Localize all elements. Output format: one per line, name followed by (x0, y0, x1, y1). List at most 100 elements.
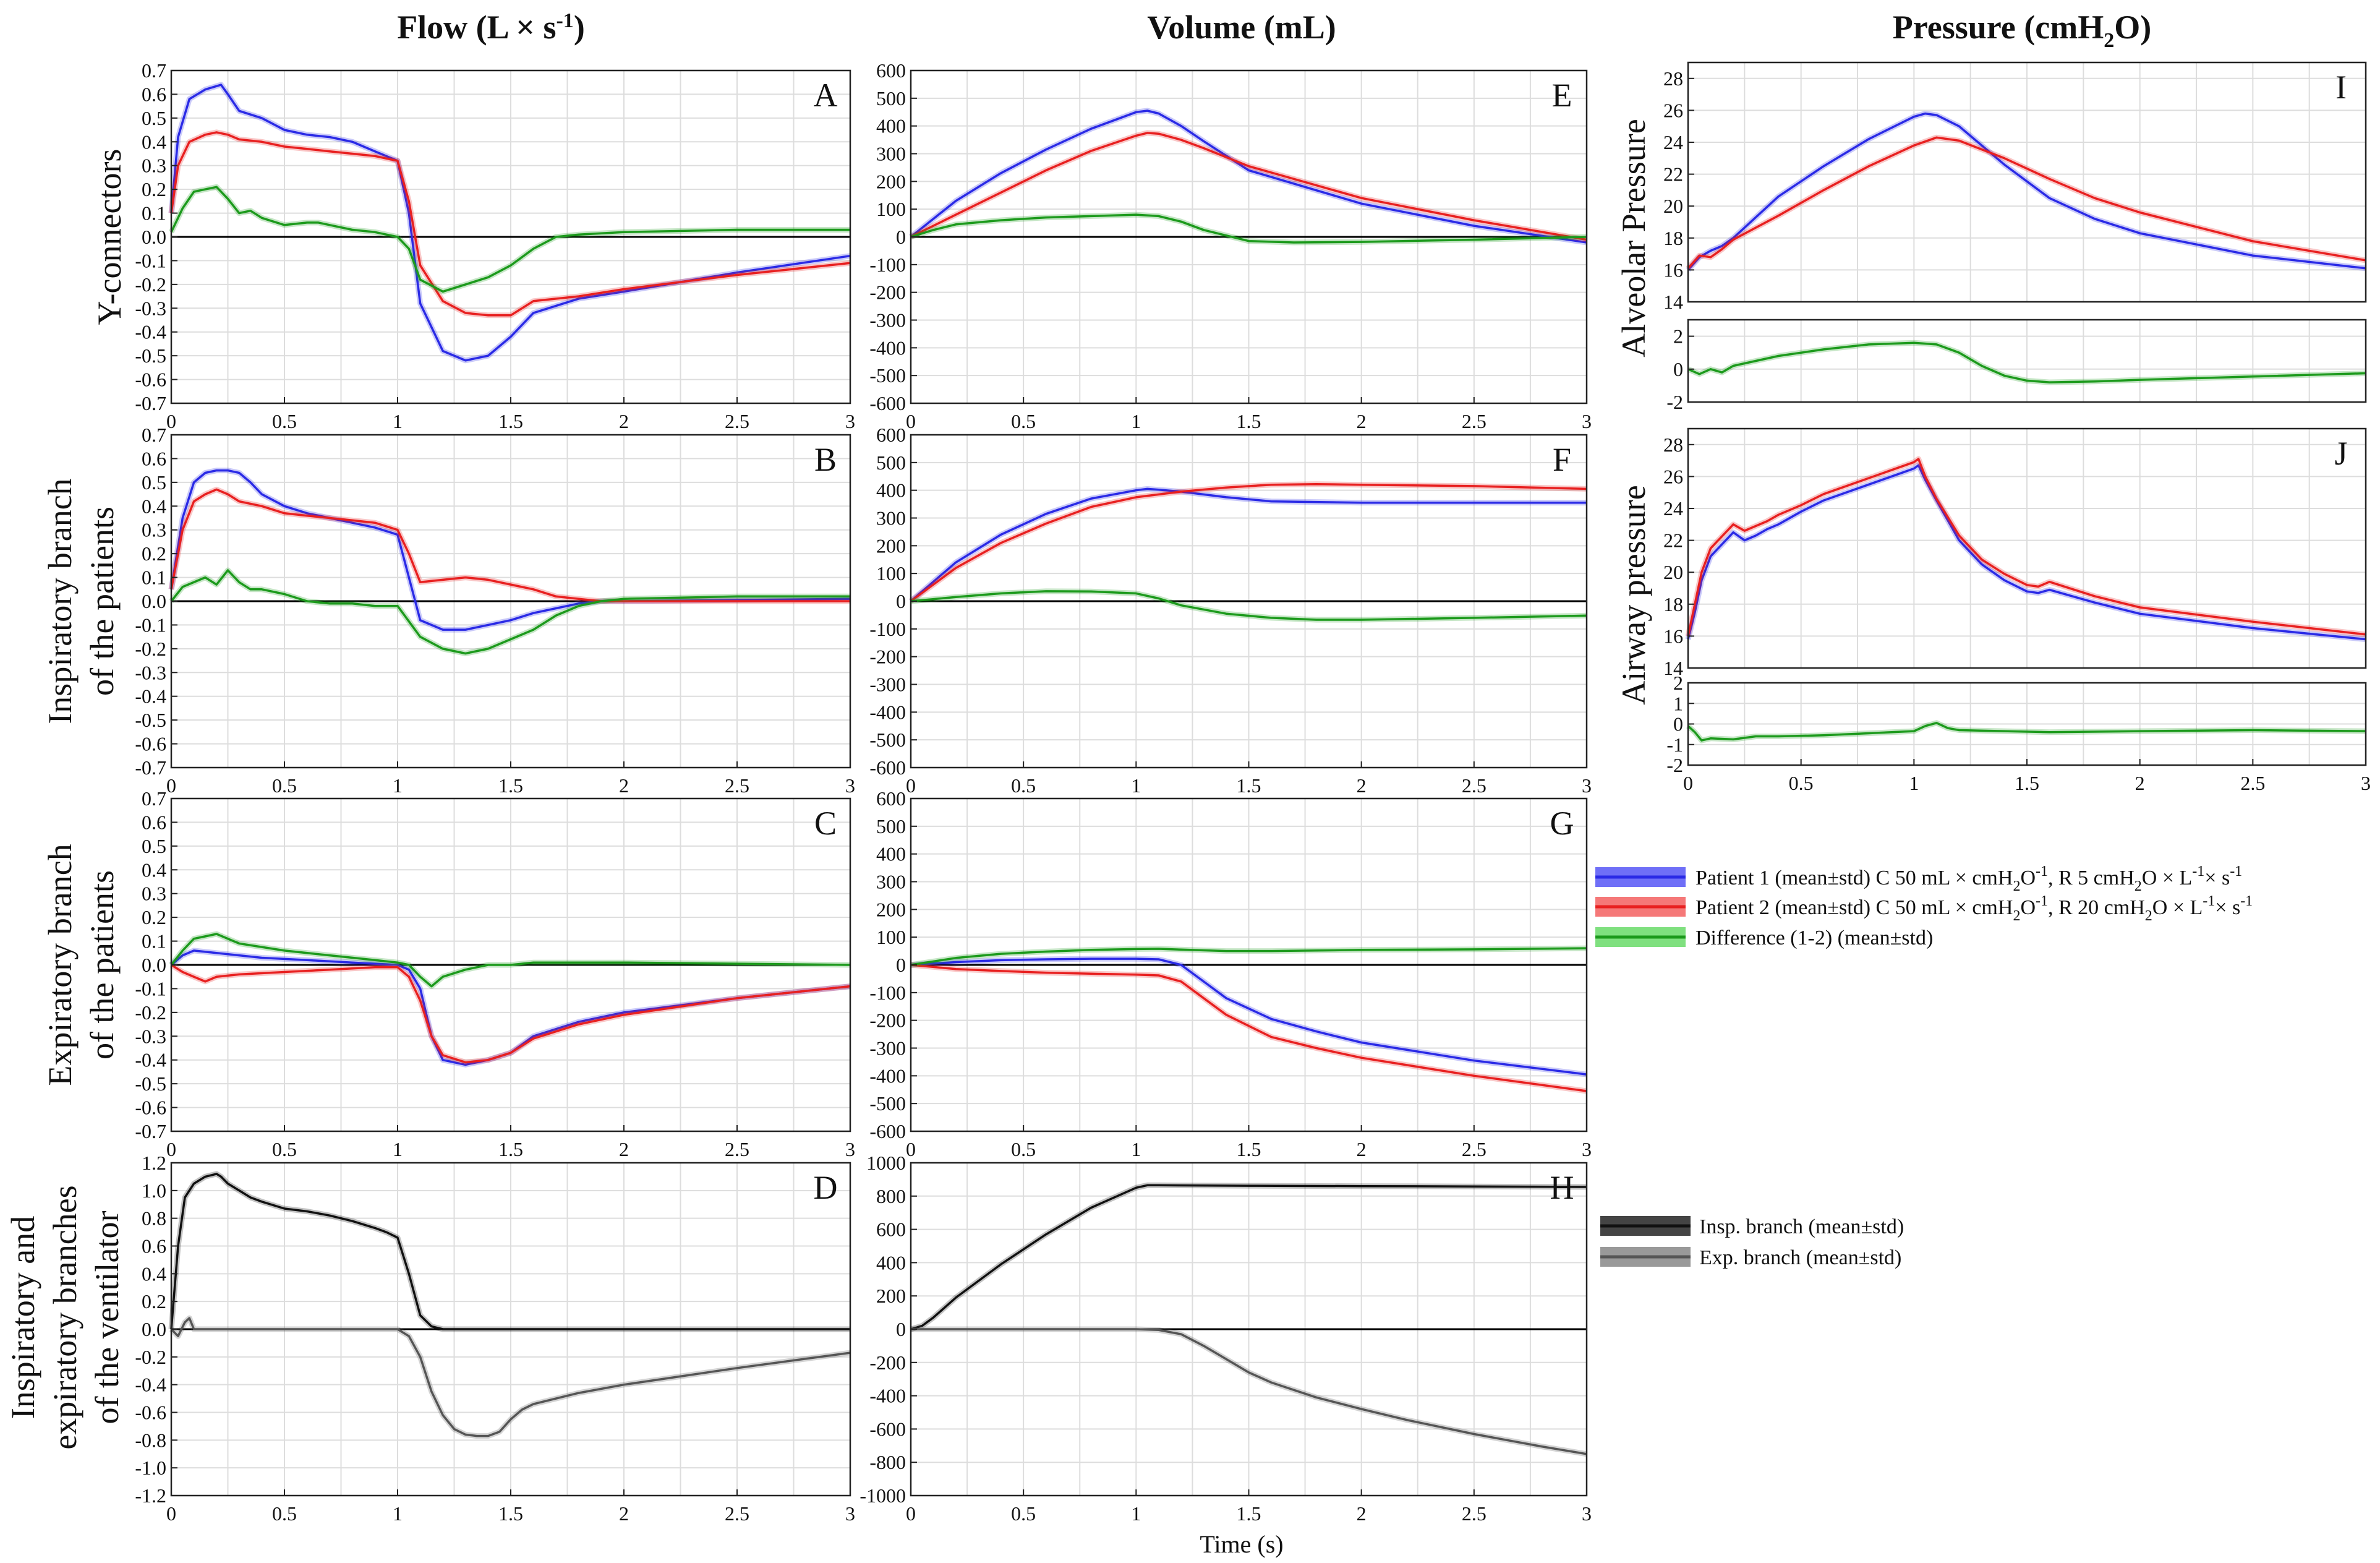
series-line-diff (170, 186, 850, 293)
y-tick-label: 300 (876, 871, 906, 893)
panel-j: 14 16 18 20 22 24 26 28 J (1663, 427, 2367, 679)
x-tick-label: 1.5 (2015, 772, 2039, 794)
y-tick-label: -0.7 (135, 756, 166, 779)
y-tick-label: 200 (876, 534, 906, 557)
y-tick-label: -100 (869, 254, 906, 276)
pressure-column-title: Pressure (cmH2O) (1893, 9, 2151, 52)
panel-f: -600 -500 -400 -300 -200 -100 0 100 200 300 400 500… (869, 424, 1592, 797)
y-tick-label: 18 (1663, 593, 1683, 615)
x-tick-label: 2.5 (725, 1502, 749, 1525)
y-tick-label: 0.6 (142, 447, 166, 469)
y-tick-label: 0.4 (142, 495, 166, 517)
y-tick-label: 400 (876, 115, 906, 137)
y-tick-label: -0.6 (135, 1097, 166, 1119)
y-tick-label: -100 (869, 618, 906, 640)
y-tick-label: -500 (869, 1092, 906, 1115)
x-tick-label: 1 (1909, 772, 1919, 794)
series-line-p1 (910, 957, 1587, 1076)
x-tick-label: 2 (619, 410, 629, 432)
y-tick-label: 300 (876, 507, 906, 529)
series-line-insp (170, 1173, 850, 1330)
row-label-d-line-2: expiratory branches (46, 1185, 83, 1449)
volume-column-title: Volume (mL) (1147, 9, 1336, 46)
y-tick-label: -0.7 (135, 392, 166, 414)
y-tick-label: 0.1 (142, 567, 166, 589)
y-tick-label: -1 (1666, 734, 1683, 756)
row-label-j-line-1: Airway pressure (1615, 485, 1652, 704)
y-tick-label: -0.4 (135, 685, 166, 708)
row-label-b: Inspiratory branch of the patients (41, 478, 121, 724)
y-tick-label: 0.7 (142, 59, 166, 82)
y-tick-label: 100 (876, 198, 906, 220)
y-tick-label: 0.0 (142, 226, 166, 248)
y-tick-label: 1.0 (142, 1180, 166, 1202)
series-line-diff (1687, 341, 2366, 383)
y-tick-label: 0.6 (142, 1235, 166, 1257)
x-tick-label: 2.5 (1462, 410, 1486, 432)
x-tick-label: 1.5 (1237, 1502, 1261, 1525)
panel-frame (1687, 61, 2367, 303)
series-line-p2 (171, 964, 851, 1064)
x-tick-label: 0.5 (272, 1502, 297, 1525)
y-tick-label: 2 (1673, 672, 1683, 694)
y-tick-label: 0.2 (142, 542, 166, 565)
y-tick-label: -600 (869, 1120, 906, 1142)
panel-letter-j: J (2334, 435, 2347, 472)
y-tick-label: 0 (896, 1318, 906, 1340)
panel-a: -0.7-0.6-0.5-0.4-0.3-0.2-0.10.00.10.20.3… (135, 59, 855, 432)
x-tick-label: 0 (906, 774, 916, 797)
x-tick-label: 1.5 (498, 1138, 523, 1160)
y-tick-label: 300 (876, 143, 906, 165)
y-tick-label: -0.6 (135, 369, 166, 391)
panel-i-diff: -2 0 2 (1666, 319, 2367, 413)
y-tick-label: 0.7 (142, 424, 166, 446)
y-tick-label: -200 (869, 646, 906, 668)
y-tick-label: 0 (1673, 358, 1683, 380)
panel-h: -1000 -800 -600 -400 -200 0 200 400 600 800 1000 0 0… (859, 1152, 1592, 1525)
y-tick-label: -600 (869, 756, 906, 779)
legend-item-insp: Insp. branch (mean±std) (1600, 1215, 1904, 1238)
x-tick-label: 3 (1582, 1502, 1592, 1525)
series-line-p2 (1687, 458, 2366, 636)
panel-letter-e: E (1552, 77, 1572, 114)
row-label-d-line-1: Inspiratory and (4, 1216, 41, 1419)
x-tick-label: 1 (1131, 1138, 1141, 1160)
x-tick-label: 1 (1131, 1502, 1141, 1525)
y-tick-label: 800 (876, 1185, 906, 1207)
y-tick-label: 18 (1663, 227, 1683, 249)
panels: -0.7-0.6-0.5-0.4-0.3-0.2-0.10.00.10.20.3… (135, 59, 2371, 1525)
panel-letter-i: I (2335, 69, 2347, 106)
x-tick-label: 0 (166, 410, 176, 432)
panel-g: -600 -500 -400 -300 -200 -100 0 100 200 300 400 500… (869, 787, 1592, 1160)
x-tick-label: 2.5 (1462, 1138, 1486, 1160)
row-label-a: Y-connectors (91, 149, 128, 325)
series-line-p1 (170, 84, 851, 362)
y-tick-label: 0.1 (142, 930, 166, 953)
x-tick-label: 1.5 (1237, 774, 1261, 797)
y-tick-label: -800 (869, 1451, 906, 1473)
legend-ventilator: Insp. branch (mean±std) Exp. branch (mean… (1600, 1215, 1904, 1269)
y-tick-label: -2 (1666, 391, 1683, 413)
y-tick-label: -300 (869, 674, 906, 696)
y-tick-label: 0.4 (142, 1262, 166, 1285)
y-tick-label: 500 (876, 87, 906, 109)
y-tick-label: 400 (876, 1251, 906, 1274)
x-tick-label: 1.5 (498, 1502, 523, 1525)
x-tick-label: 0 (906, 1138, 916, 1160)
y-tick-label: 16 (1663, 625, 1683, 647)
x-tick-label: 1.5 (1237, 1138, 1261, 1160)
y-tick-label: -200 (869, 1351, 906, 1374)
y-tick-label: 1.2 (142, 1152, 166, 1174)
series-line-p1 (170, 469, 851, 631)
x-tick-label: 0.5 (1011, 774, 1036, 797)
series-line-p1 (1687, 112, 2366, 271)
y-tick-label: 0.0 (142, 590, 166, 612)
y-tick-label: -0.4 (135, 1374, 166, 1396)
x-tick-label: 2 (619, 774, 629, 797)
row-label-c-line-2: of the patients (83, 870, 121, 1060)
y-tick-label: 28 (1663, 434, 1683, 456)
y-tick-label: -2 (1666, 754, 1683, 776)
y-tick-label: -300 (869, 309, 906, 332)
legend-label: Insp. branch (mean±std) (1699, 1215, 1904, 1238)
y-tick-label: -0.5 (135, 345, 166, 367)
